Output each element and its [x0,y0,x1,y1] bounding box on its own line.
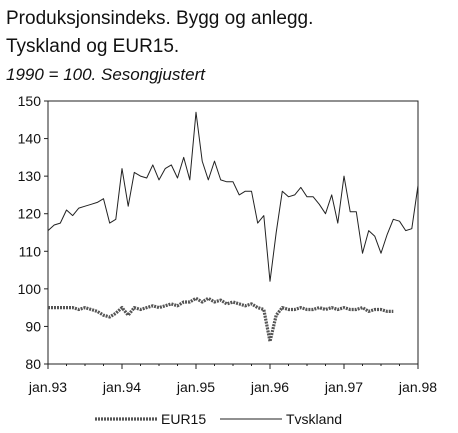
x-tick-label: jan.98 [398,379,437,395]
y-tick-label: 120 [18,206,42,222]
series-line [48,296,394,344]
y-tick-label: 100 [18,281,42,297]
chart-title: Tyskland og EUR15. [6,36,179,57]
y-tick-label: 130 [18,168,42,184]
y-tick-label: 150 [18,93,42,109]
series-line [47,111,419,282]
y-tick-label: 110 [19,243,42,259]
x-tick-label: jan.93 [28,379,67,395]
x-tick-label: jan.94 [102,379,141,395]
legend-label: Tvskland [286,411,342,427]
chart-subtitle: 1990 = 100. Sesongjustert [6,65,206,84]
y-tick-label: 90 [25,318,41,334]
plot-frame [47,100,419,365]
x-tick-label: jan.97 [324,379,363,395]
chart-title: Produksjonsindeks. Bygg og anlegg. [6,8,313,29]
x-tick-label: jan.96 [250,379,289,395]
y-tick-label: 140 [18,131,42,147]
x-tick-label: jan.95 [176,379,215,395]
legend-label: EUR15 [161,411,206,427]
y-tick-label: 80 [25,356,41,372]
